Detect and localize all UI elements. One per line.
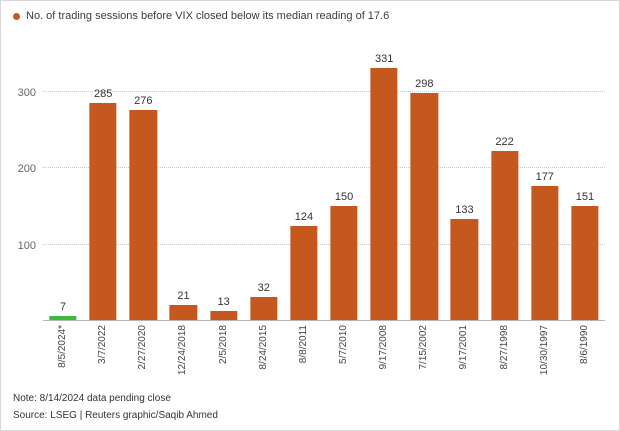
x-tick: 9/17/2008 <box>364 323 404 405</box>
source: Source: LSEG | Reuters graphic/Saqib Ahm… <box>13 410 218 421</box>
bar-value-label: 298 <box>415 78 434 91</box>
x-tick-label: 8/8/2011 <box>297 325 309 364</box>
x-tick: 2/5/2018 <box>204 323 244 405</box>
bar <box>410 93 438 321</box>
plot-area: 7 285 276 21 13 32 124 150 331 298 133 222 177 151 10… <box>18 53 605 321</box>
bar-value-label: 150 <box>334 191 354 204</box>
bar-value-label: 124 <box>294 211 314 224</box>
x-tick-label: 9/17/2008 <box>378 325 390 370</box>
bar-group: 13 <box>204 61 244 321</box>
x-tick-label: 8/27/1998 <box>498 325 510 370</box>
bar-value-label: 222 <box>495 136 514 149</box>
x-tick-label: 8/24/2015 <box>257 325 269 370</box>
bar-value-label: 133 <box>455 204 474 217</box>
bar <box>169 304 198 321</box>
legend-label: No. of trading sessions before VIX close… <box>26 10 390 22</box>
bar-value-label: 151 <box>575 190 595 203</box>
bar-group: 298 <box>404 61 444 321</box>
x-tick: 8/27/1998 <box>485 323 525 405</box>
bar <box>450 219 479 321</box>
x-tick: 7/15/2002 <box>404 323 444 405</box>
x-tick-label: 7/15/2002 <box>418 325 430 370</box>
x-tick: 5/7/2010 <box>324 323 364 405</box>
bar-group: 177 <box>525 61 565 321</box>
bar-group: 285 <box>83 61 123 321</box>
bar <box>129 109 157 321</box>
x-tick-label: 8/6/1990 <box>578 325 590 364</box>
legend: No. of trading sessions before VIX close… <box>13 10 389 22</box>
bar-group: 331 <box>364 53 404 321</box>
bar-value-label: 21 <box>177 289 190 302</box>
gridline <box>43 167 605 169</box>
x-tick: 9/17/2001 <box>444 323 484 405</box>
x-tick-label: 9/17/2001 <box>458 325 470 370</box>
x-tick-label: 10/30/1997 <box>538 325 550 376</box>
bar <box>571 205 599 321</box>
legend-dot-icon <box>13 12 20 20</box>
x-tick: 8/24/2015 <box>244 323 284 405</box>
bar <box>490 151 519 321</box>
y-tick-label: 200 <box>17 163 36 176</box>
bar-value-label: 177 <box>535 170 554 183</box>
bar <box>330 206 358 321</box>
y-tick-label: 100 <box>17 239 36 252</box>
bar-group: 151 <box>565 61 605 321</box>
x-axis-line <box>43 320 605 321</box>
bar-value-label: 7 <box>60 300 67 313</box>
bar <box>49 315 77 321</box>
bar-value-label: 32 <box>257 281 270 294</box>
bars-container: 7 285 276 21 13 32 124 150 331 298 133 222 177 151 <box>43 53 605 321</box>
bar-value-label: 276 <box>134 94 153 107</box>
gridline <box>43 243 605 245</box>
bar-group: 124 <box>284 61 324 321</box>
bar-value-label: 331 <box>375 52 394 65</box>
bar-value-label: 285 <box>94 88 113 101</box>
bar-group: 222 <box>485 61 525 321</box>
bar-group: 32 <box>244 61 284 321</box>
x-tick: 8/6/1990 <box>565 323 605 405</box>
note: Note: 8/14/2024 data pending close <box>13 393 171 404</box>
bar-value-label: 13 <box>217 296 230 309</box>
x-tick-label: 12/24/2018 <box>177 325 189 376</box>
bar-group: 7 <box>43 61 83 321</box>
bar <box>209 311 238 321</box>
bar-group: 150 <box>324 61 364 321</box>
x-tick: 8/8/2011 <box>284 323 324 405</box>
y-tick-label: 300 <box>17 86 36 99</box>
gridline <box>43 90 605 92</box>
bar <box>531 185 559 321</box>
bar <box>370 67 398 321</box>
bar-group: 21 <box>163 61 203 321</box>
bar <box>290 226 318 321</box>
bar-group: 276 <box>123 61 163 321</box>
bar <box>250 296 278 321</box>
x-tick: 10/30/1997 <box>525 323 565 405</box>
bar <box>89 103 117 321</box>
bar-group: 133 <box>444 61 484 321</box>
x-tick-label: 5/7/2010 <box>338 325 350 364</box>
x-tick-label: 2/5/2018 <box>217 325 229 364</box>
